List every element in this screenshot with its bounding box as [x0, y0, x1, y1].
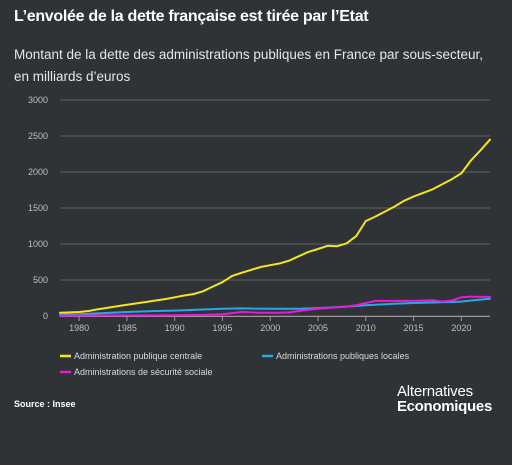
chart-title: L’envolée de la dette française est tiré…: [14, 8, 369, 25]
x-tick-label-2020: 2020: [451, 323, 471, 333]
series-line-1: [59, 138, 491, 314]
x-tick-label-2015: 2015: [404, 323, 424, 333]
y-axis-ticks: 0 500 1000 1500 2000 2500 3000: [28, 95, 48, 321]
legend: Administration publique centrale Administ…: [60, 351, 410, 377]
source-note: Source : Insee: [14, 399, 76, 409]
y-tick-label-2000: 2000: [28, 167, 48, 177]
y-tick-label-0: 0: [43, 311, 48, 321]
y-tick-label-1000: 1000: [28, 239, 48, 249]
grid-lines: [60, 99, 490, 317]
brand-line-2: Economiques: [396, 398, 492, 415]
legend-label-2: Administrations publiques locales: [276, 351, 410, 361]
x-tick-label-2000: 2000: [260, 323, 280, 333]
brand-logo: Alternatives Economiques: [397, 384, 492, 414]
y-tick-label-1500: 1500: [28, 203, 48, 213]
x-tick-label-1985: 1985: [117, 323, 137, 333]
x-tick-label-1980: 1980: [69, 323, 89, 333]
y-tick-label-500: 500: [33, 275, 48, 285]
x-axis-ticks: 1980 1985 1990 1995 2000 2005 2010 2015 2020: [60, 316, 490, 333]
series-line-3: [59, 295, 491, 317]
brand-line-1: Alternatives: [396, 383, 473, 400]
series-lines: [59, 138, 491, 317]
x-tick-label-2010: 2010: [356, 323, 376, 333]
x-tick-label-1995: 1995: [212, 323, 232, 333]
legend-label-3: Administrations de sécurité sociale: [74, 367, 213, 377]
chart-subtitle: Montant de la dette des administrations …: [14, 47, 484, 84]
legend-label-1: Administration publique centrale: [74, 351, 202, 361]
x-tick-label-2005: 2005: [308, 323, 328, 333]
y-tick-label-2500: 2500: [28, 131, 48, 141]
x-tick-label-1990: 1990: [165, 323, 185, 333]
y-tick-label-3000: 3000: [28, 95, 48, 105]
